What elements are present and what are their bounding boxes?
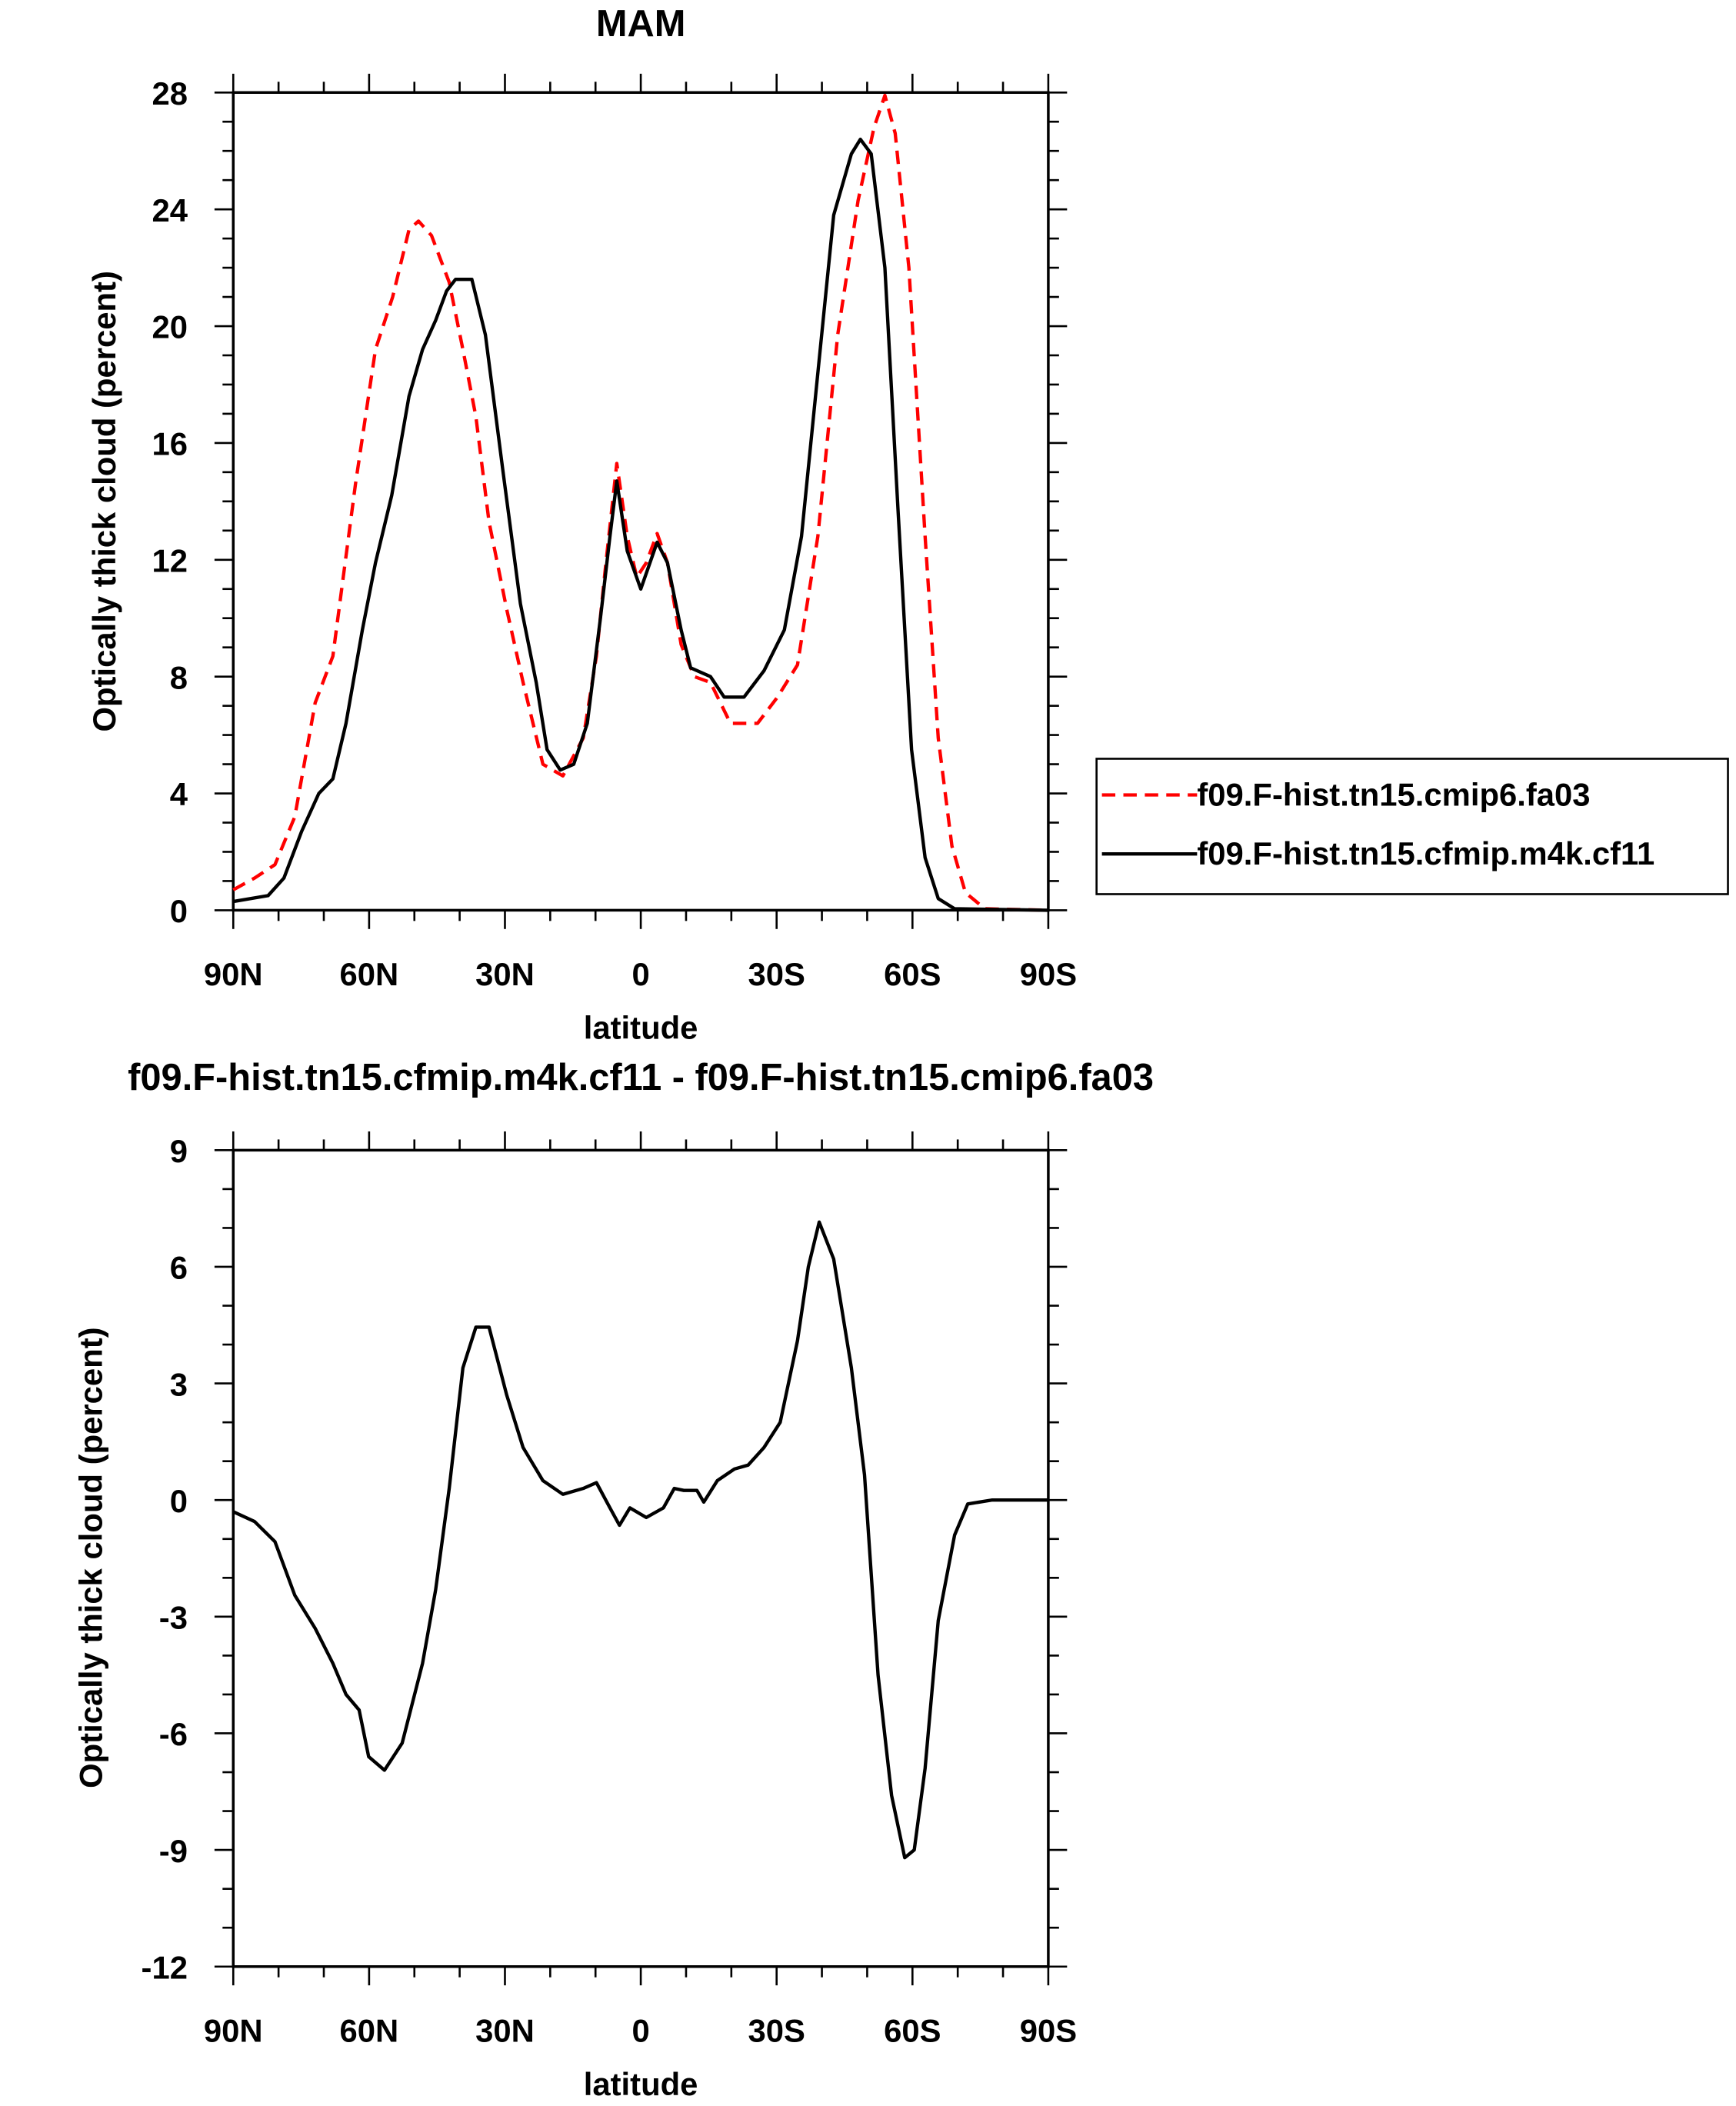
- y-tick-label: -9: [159, 1833, 188, 1869]
- x-tick-label: 60N: [340, 2012, 399, 2048]
- legend-label-cf11: f09.F-hist.tn15.cfmip.m4k.cf11: [1197, 835, 1654, 871]
- bottom-plot-xlabel: latitude: [584, 2066, 698, 2102]
- y-tick-label: 0: [170, 1483, 188, 1519]
- top-plot: MAM latitude Optically thick cloud (perc…: [86, 3, 1729, 1046]
- x-tick-label: 90N: [204, 956, 263, 992]
- x-tick-label: 60N: [340, 956, 399, 992]
- top-plot-title: MAM: [596, 3, 686, 45]
- bottom-plot-ylabel: Optically thick cloud (percent): [72, 1327, 108, 1788]
- y-tick-label: 6: [170, 1250, 188, 1286]
- y-tick-label: 0: [170, 893, 188, 929]
- y-tick-label: 4: [170, 776, 188, 812]
- y-tick-label: -3: [159, 1600, 188, 1636]
- series-line-f09-f-hist-tn15-cfmip-m4k-cf11: [232, 137, 1048, 912]
- bottom-plot: f09.F-hist.tn15.cfmip.m4k.cf11 - f09.F-h…: [72, 1057, 1154, 2102]
- legend-box: [1095, 758, 1729, 895]
- x-tick-label: 30S: [748, 2012, 805, 2048]
- y-tick-label: 24: [152, 192, 188, 228]
- y-tick-label: 28: [152, 75, 188, 112]
- x-tick-label: 60S: [884, 2012, 941, 2048]
- series-line-difference: [232, 1220, 1048, 1860]
- y-tick-label: -6: [159, 1716, 188, 1752]
- plot-frame: [232, 91, 1050, 912]
- x-tick-label: 90S: [1020, 2012, 1077, 2048]
- bottom-plot-title: f09.F-hist.tn15.cfmip.m4k.cf11 - f09.F-h…: [128, 1057, 1154, 1098]
- plot-frame: [232, 1148, 1050, 1968]
- series-line-f09-f-hist-tn15-cmip6-fa03: [232, 93, 1048, 912]
- x-tick-label: 30N: [475, 956, 535, 992]
- y-tick-label: 12: [152, 542, 188, 578]
- top-plot-xlabel: latitude: [584, 1010, 698, 1046]
- x-tick-label: 60S: [884, 956, 941, 992]
- y-tick-label: 3: [170, 1366, 188, 1402]
- y-tick-label: -12: [142, 1949, 188, 1985]
- y-tick-label: 16: [152, 426, 188, 462]
- y-tick-label: 8: [170, 659, 188, 695]
- x-tick-label: 90N: [204, 2012, 263, 2048]
- legend-label-cmip6: f09.F-hist.tn15.cmip6.fa03: [1197, 776, 1590, 812]
- x-tick-label: 0: [631, 2012, 649, 2048]
- y-tick-label: 9: [170, 1133, 188, 1169]
- legend: f09.F-hist.tn15.cmip6.fa03 f09.F-hist.tn…: [1095, 758, 1729, 895]
- x-tick-label: 30N: [475, 2012, 535, 2048]
- x-tick-label: 90S: [1020, 956, 1077, 992]
- x-tick-label: 0: [631, 956, 649, 992]
- top-plot-ylabel: Optically thick cloud (percent): [86, 271, 122, 731]
- x-tick-label: 30S: [748, 956, 805, 992]
- y-tick-label: 20: [152, 309, 188, 345]
